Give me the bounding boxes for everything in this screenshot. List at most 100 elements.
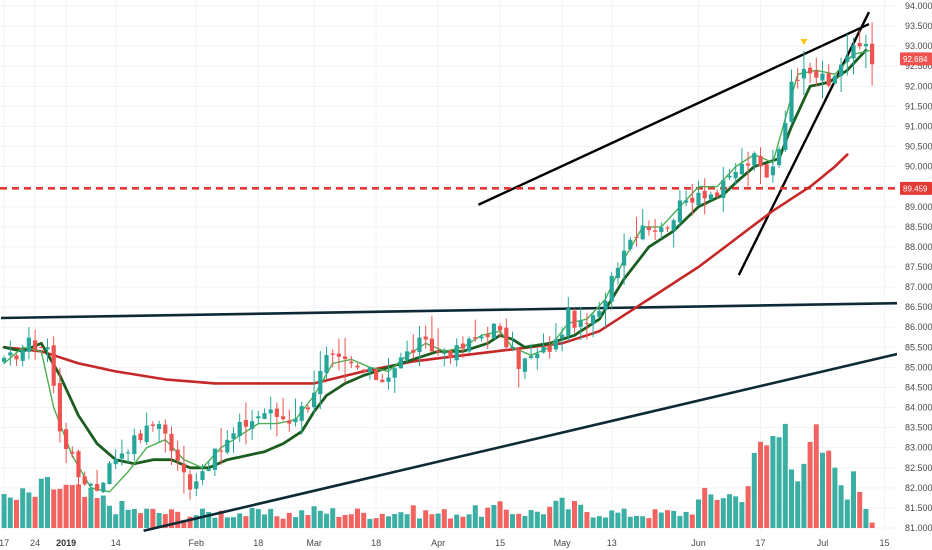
candle-body [591,315,596,325]
candle-body [566,308,571,336]
time-tick-label: Jul [817,538,829,548]
candle-body [281,416,286,420]
candle-body [76,451,81,478]
candle-body [392,368,397,378]
candle-body [250,421,255,429]
volume-bar [491,504,497,528]
candle-body [64,429,69,450]
volume-bar [603,517,608,528]
volume-bar [144,508,150,528]
candle-body [119,453,124,459]
volume-bar [652,509,658,528]
time-tick-label: 18 [371,538,381,548]
volume-bar [262,514,267,528]
time-tick-label: 15 [495,538,505,548]
candle-body [746,163,751,166]
time-tick-label: 17 [0,538,9,548]
candle-body [163,424,168,434]
candle-body [256,416,261,419]
candle-body [491,323,496,339]
volume-bar [733,496,739,528]
volume-bar [584,511,590,528]
candle-body [522,358,527,372]
candle-body [845,56,850,62]
candle-body [739,163,744,175]
volume-bar [386,516,391,528]
price-tick-label: 88.500 [905,222,932,232]
candle-body [808,67,813,74]
candle-body [727,175,732,178]
candle-body [603,300,608,310]
price-tick-label: 86.500 [905,302,932,312]
candle-body [795,79,800,81]
candle-body [237,421,242,437]
volume-bar [472,505,478,528]
candle-body [380,379,385,383]
volume-bar [466,514,472,528]
time-tick-label: May [554,538,572,548]
candle-body [82,476,87,485]
candle-body [175,449,180,461]
candle-body [367,367,372,372]
volume-bars [1,423,875,528]
price-tag-label: 92.684 [903,55,928,64]
candle-body [690,197,695,203]
volume-bar [665,510,670,528]
volume-bar [572,500,577,528]
candle-body [485,334,490,338]
volume-bar [807,441,813,528]
volume-bar [193,515,199,528]
volume-bar [187,516,193,528]
volume-bar [609,510,615,528]
candle-body [609,275,614,302]
candle-body [622,250,627,266]
volume-bar [45,476,50,528]
candle-body [721,180,726,198]
candle-body [268,409,273,414]
candle-body [665,227,670,229]
time-axis-background [0,534,932,550]
price-tick-label: 85.000 [905,362,932,372]
volume-bar [138,513,143,528]
candle-body [572,310,577,328]
candle-body [560,334,565,339]
candle-body [498,326,503,331]
candle-body [14,355,19,360]
volume-bar [801,463,807,528]
volume-bar [646,518,652,528]
trendline-channel-bottom [143,352,901,533]
price-tick-label: 81.500 [905,503,932,513]
volume-bar [714,499,720,528]
price-tick-label: 91.500 [905,101,932,111]
candle-body [429,338,434,352]
candle-body [758,155,763,167]
volume-bar [739,502,745,528]
volume-bar [336,516,342,528]
volume-bar [844,499,850,528]
price-tick-label: 94.000 [905,1,932,11]
volume-bar [758,441,763,528]
candle-body [770,166,775,176]
volume-bar [751,452,757,528]
volume-bar [522,515,528,528]
price-tag [900,181,932,195]
volume-bar [57,488,63,528]
candle-body [138,433,143,441]
candle-body [832,75,837,84]
volume-bar [7,497,13,528]
price-tick-label: 81.000 [905,523,932,533]
volume-bar [119,500,125,528]
candle-body [88,483,93,486]
volume-bar [708,494,714,528]
candle-body [293,418,298,423]
volume-bar [243,516,249,528]
candle-body [857,43,862,47]
candle-body [336,353,341,357]
candle-body [225,439,230,453]
candle-body [584,323,589,325]
volume-bar [869,522,875,528]
volume-bar [621,508,627,528]
price-tick-label: 91.000 [905,121,932,131]
candle-body [188,474,193,490]
